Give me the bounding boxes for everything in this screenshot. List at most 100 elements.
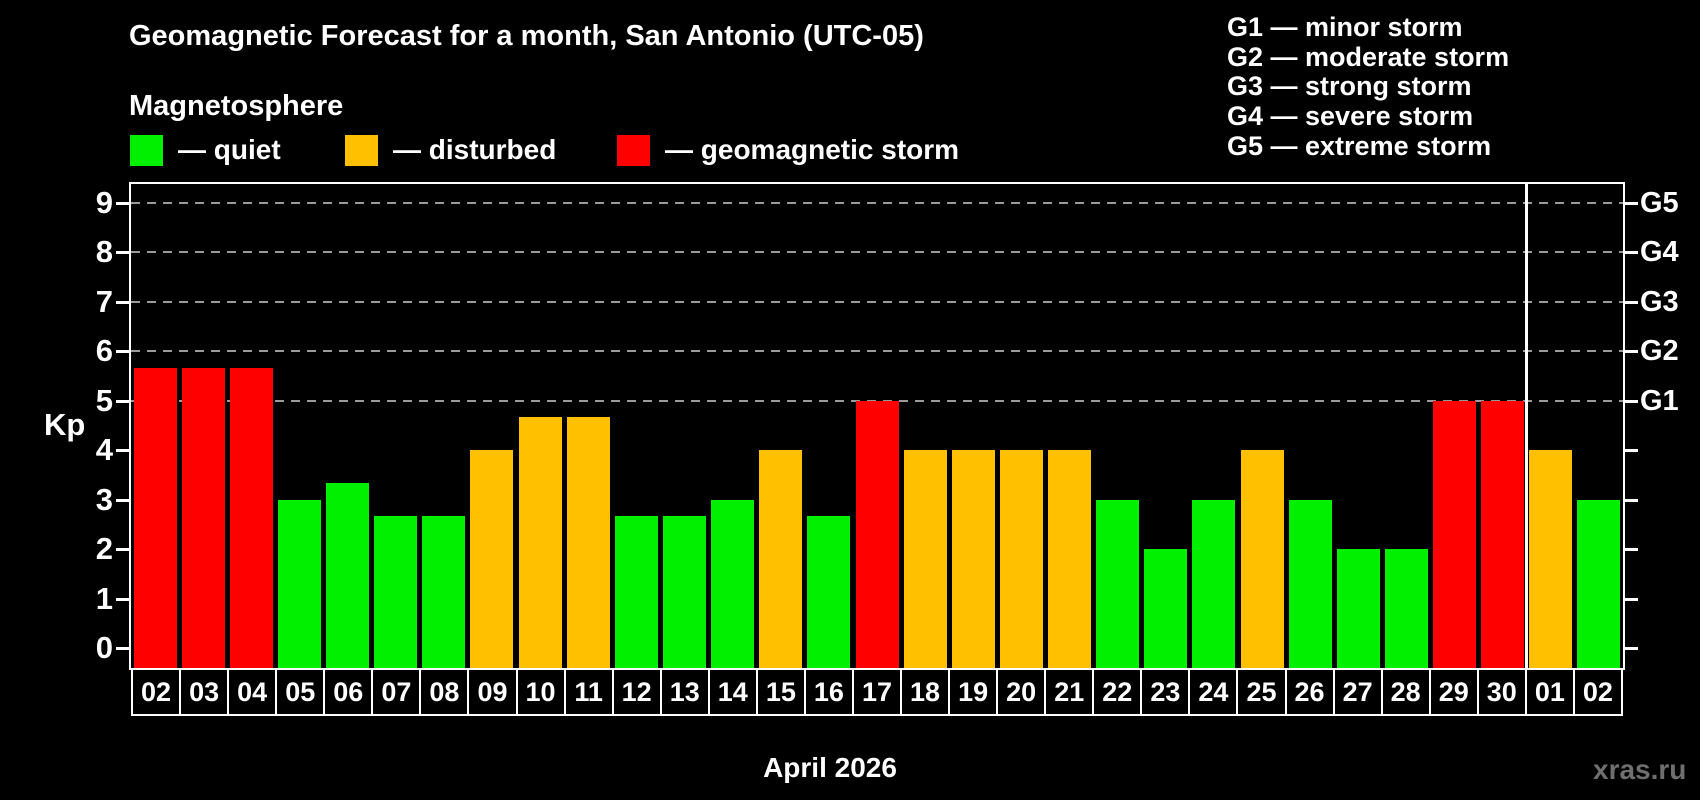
y-axis-tick xyxy=(116,548,129,552)
x-axis-day-box: 02 xyxy=(1572,668,1623,716)
x-axis-day-box: 14 xyxy=(707,668,758,716)
g-legend-line-g3: G3 — strong storm xyxy=(1227,71,1472,102)
kp-bar xyxy=(1288,499,1332,668)
g-axis-label: G2 xyxy=(1640,335,1679,368)
x-axis-day-box: 06 xyxy=(323,668,374,716)
watermark: xras.ru xyxy=(1593,754,1687,785)
y-axis-tick xyxy=(116,202,129,206)
kp-bar xyxy=(518,417,562,668)
legend-label-storm: — geomagnetic storm xyxy=(665,134,960,165)
kp-bar xyxy=(855,400,899,668)
kp-bar xyxy=(133,367,177,668)
x-axis-month-label: April 2026 xyxy=(763,752,897,783)
kp-bar xyxy=(1192,499,1236,668)
y-axis-tick xyxy=(116,647,129,650)
x-axis-day-box: 25 xyxy=(1236,668,1287,716)
g-axis-label: G3 xyxy=(1640,285,1679,318)
kp-bar xyxy=(470,450,514,668)
y-axis-tick-label: 0 xyxy=(95,630,113,665)
y-axis-tick-right xyxy=(1625,449,1638,453)
month-separator-line xyxy=(1525,184,1529,668)
x-axis-day-box: 13 xyxy=(659,668,710,716)
y-axis-tick-label: 5 xyxy=(95,382,113,418)
kp-bar xyxy=(614,516,658,668)
kp-bar xyxy=(759,450,803,668)
x-axis-day-box: 09 xyxy=(467,668,518,716)
x-axis-day-box: 10 xyxy=(515,668,566,716)
kp-bar xyxy=(566,417,610,668)
legend-label-disturbed: — disturbed xyxy=(393,134,557,165)
magnetosphere-label: Magnetosphere xyxy=(129,90,344,122)
y-axis-tick-right xyxy=(1625,647,1638,650)
kp-bar xyxy=(1144,549,1188,668)
kp-bar xyxy=(277,499,321,668)
kp-bar xyxy=(422,516,466,668)
x-axis-day-box: 02 xyxy=(131,668,182,716)
y-axis-tick-right xyxy=(1625,597,1638,601)
x-axis-day-box: 05 xyxy=(275,668,326,716)
x-axis-day-box: 15 xyxy=(755,668,806,716)
plot-area: 0 1 2 3 4 5 6 7 8 9 G1 G2 G3 G4 G5 xyxy=(96,184,1679,668)
y-axis-tick-label: 7 xyxy=(95,283,113,319)
legend-label-quiet: — quiet xyxy=(178,134,281,165)
kp-bar xyxy=(1240,450,1284,668)
y-axis-tick xyxy=(116,449,129,453)
x-axis-day-box: 20 xyxy=(996,668,1047,716)
g-legend-line-g2: G2 — moderate storm xyxy=(1227,41,1510,72)
kp-bar xyxy=(807,516,851,668)
x-axis-day-box: 12 xyxy=(611,668,662,716)
y-axis-tick xyxy=(116,251,129,255)
x-axis-day-box: 04 xyxy=(227,668,278,716)
y-axis-tick-label: 4 xyxy=(95,432,113,468)
y-axis-tick xyxy=(116,399,129,403)
x-axis-day-box: 29 xyxy=(1428,668,1479,716)
storm-color-swatch xyxy=(617,134,650,166)
kp-bar xyxy=(1384,549,1428,668)
y-axis-tick-label: 2 xyxy=(95,531,113,567)
kp-bar xyxy=(1336,549,1380,668)
x-axis-day-box: 07 xyxy=(371,668,422,716)
x-axis-day-box: 27 xyxy=(1332,668,1383,716)
kp-gridline xyxy=(131,202,1623,205)
y-axis-tick-right xyxy=(1625,548,1638,552)
x-axis-day-box: 21 xyxy=(1044,668,1095,716)
y-axis-tick xyxy=(116,350,129,354)
quiet-color-swatch xyxy=(130,134,163,166)
kp-bar xyxy=(903,450,947,668)
kp-bar xyxy=(1529,450,1573,668)
legend-item-storm: — geomagnetic storm xyxy=(617,134,959,166)
x-axis-day-box: 30 xyxy=(1476,668,1527,716)
kp-gridline xyxy=(131,399,1623,402)
disturbed-color-swatch xyxy=(345,134,378,166)
g-scale-legend: G1 — minor storm G2 — moderate storm G3 … xyxy=(1227,12,1510,162)
x-axis-day-box: 23 xyxy=(1140,668,1191,716)
g-axis-label: G1 xyxy=(1640,384,1679,417)
g-axis-label: G5 xyxy=(1640,187,1679,220)
x-axis-day-box: 17 xyxy=(851,668,902,716)
kp-bar xyxy=(181,367,225,668)
y-axis-tick-right xyxy=(1625,300,1638,304)
kp-bar xyxy=(951,450,995,668)
y-axis-tick-label: 3 xyxy=(95,481,113,517)
kp-bar xyxy=(662,516,706,668)
y-axis-tick-label: 6 xyxy=(95,333,113,369)
g-legend-line-g5: G5 — extreme storm xyxy=(1227,130,1492,161)
y-axis-tick-right xyxy=(1625,350,1638,354)
x-axis-day-box: 28 xyxy=(1380,668,1431,716)
x-axis-day-box: 22 xyxy=(1092,668,1143,716)
kp-bar xyxy=(374,516,418,668)
x-axis-day-box: 18 xyxy=(900,668,951,716)
x-axis-day-box: 01 xyxy=(1524,668,1575,716)
kp-bar xyxy=(229,367,273,668)
y-axis-tick xyxy=(116,300,129,304)
chart-title: Geomagnetic Forecast for a month, San An… xyxy=(129,20,924,52)
kp-bar xyxy=(711,499,755,668)
legend-item-disturbed: — disturbed xyxy=(345,134,556,166)
kp-gridline xyxy=(131,300,1623,303)
kp-bar xyxy=(999,450,1043,668)
kp-bar xyxy=(1096,499,1140,668)
kp-bar xyxy=(1048,450,1092,668)
x-axis-day-box: 24 xyxy=(1188,668,1239,716)
x-axis-day-box: 03 xyxy=(179,668,230,716)
